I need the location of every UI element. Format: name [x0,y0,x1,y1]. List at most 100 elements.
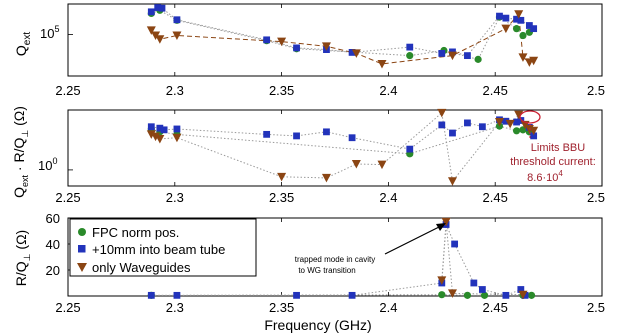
top-marker-only-waveguides [321,42,331,51]
middle-y-axis-label-rq: · R/Q [11,138,27,175]
bottom-y-tick-label: 20 [46,263,60,278]
middle-y-tick-exp: 0 [52,156,57,166]
bottom-y-tick-labels: 60 40 20 [46,211,60,278]
middle-marker-only-waveguides [514,110,524,120]
middle-series-markers [146,108,539,186]
middle-marker-fpc-norm-pos [512,127,521,135]
bbu-highlight-ellipse [519,110,541,124]
top-marker-only-waveguides [518,53,528,62]
bottom-marker-10mm-into-beam-tube [147,291,155,299]
middle-marker-only-waveguides [321,173,331,183]
top-marker-only-waveguides [146,26,156,35]
top-x-tick-label: 2.25 [55,83,80,98]
top-marker-10mm-into-beam-tube [496,12,503,20]
x-axis-label: Frequency (GHz) [264,317,371,333]
legend-marker-beam-tube [78,245,86,253]
middle-marker-only-waveguides [437,108,447,118]
bottom-marker-fpc-norm-pos [463,291,472,299]
top-y-axis-label: Qext [13,32,33,56]
top-marker-10mm-into-beam-tube [348,49,356,56]
middle-marker-10mm-into-beam-tube [263,130,271,138]
legend-label-beam-tube: +10mm into beam tube [92,242,225,257]
middle-marker-10mm-into-beam-tube [449,129,456,137]
middle-marker-only-waveguides [377,160,387,170]
top-y-tick-base: 10 [40,26,54,41]
bottom-marker-10mm-into-beam-tube [478,286,486,293]
top-marker-10mm-into-beam-tube [158,4,166,12]
bbu-note-line-1: Limits BBU [531,142,585,154]
middle-marker-10mm-into-beam-tube [513,118,520,126]
middle-x-tick-label: 2.3 [166,190,184,205]
middle-marker-10mm-into-beam-tube [348,134,356,142]
bottom-series-line-only-waveguides [441,221,524,296]
top-marker-only-waveguides [514,10,524,19]
top-marker-10mm-into-beam-tube [513,15,520,23]
middle-marker-10mm-into-beam-tube [517,117,525,124]
top-series-line-fpc-norm-pos [151,9,530,60]
bottom-marker-10mm-into-beam-tube [173,291,181,299]
middle-marker-only-waveguides [505,119,515,129]
middle-x-tick-labels: 2.25 2.3 2.35 2.4 2.45 2.5 [55,190,605,205]
middle-marker-10mm-into-beam-tube [173,125,181,133]
bottom-series-markers [147,217,536,300]
top-plot-frame [67,3,603,77]
bottom-marker-10mm-into-beam-tube [517,286,525,293]
middle-marker-only-waveguides [351,160,361,169]
middle-marker-10mm-into-beam-tube [147,123,155,131]
top-series-line-10mm-into-beam-tube [151,7,534,57]
bottom-y-axis-label-sub: ⊥ [22,253,32,261]
middle-x-tick-label: 2.25 [55,190,80,205]
bottom-marker-only-waveguides [441,217,451,227]
middle-series-line-only-waveguides [151,111,534,183]
top-x-tick-labels: 2.25 2.3 2.35 2.4 2.45 2.5 [55,83,605,98]
middle-marker-only-waveguides [155,135,165,144]
middle-y-tick-base: 10 [38,158,52,173]
middle-y-axis-label-unit: (Ω) [11,106,27,130]
top-y-tick-label: 105 [40,24,59,41]
trapped-arrow-line [384,225,442,255]
top-marker-10mm-into-beam-tube [154,4,162,11]
bottom-marker-10mm-into-beam-tube [502,291,510,299]
middle-y-axis-label-q-sub: ext [20,174,30,187]
bottom-marker-10mm-into-beam-tube [451,240,459,248]
middle-marker-10mm-into-beam-tube [438,121,446,129]
bottom-x-tick-label: 2.35 [269,300,294,315]
bottom-x-tick-label: 2.5 [587,300,605,315]
middle-x-tick-label: 2.5 [587,190,605,205]
middle-x-tick-label: 2.45 [483,190,508,205]
top-marker-only-waveguides [277,37,287,47]
bottom-x-tick-label: 2.4 [379,300,397,315]
bottom-marker-10mm-into-beam-tube [521,291,529,299]
middle-marker-only-waveguides [447,177,457,186]
middle-marker-10mm-into-beam-tube [293,132,300,140]
middle-marker-only-waveguides [494,118,504,127]
top-marker-only-waveguides [447,51,457,61]
top-panel: 2.25 2.3 2.35 2.4 2.45 2.5 105 Qext [13,3,605,98]
bottom-y-tick-label: 40 [46,237,60,252]
top-marker-fpc-norm-pos [519,31,527,40]
top-marker-only-waveguides [155,35,165,44]
bottom-marker-fpc-norm-pos [480,291,489,299]
legend: FPC norm pos. +10mm into beam tube only … [69,218,257,277]
bottom-plot-frame [67,217,603,297]
bbu-note-exp: 4 [558,169,563,178]
middle-panel: 2.25 2.3 2.35 2.4 2.45 2.5 100 Qext · R/… [11,106,605,205]
bottom-x-tick-label: 2.25 [55,300,80,315]
middle-marker-10mm-into-beam-tube [464,119,471,127]
middle-x-tick-label: 2.4 [379,190,397,205]
trapped-arrow-head [436,223,446,231]
top-y-axis-label-main: Q [13,45,29,56]
legend-label-fpc: FPC norm pos. [92,225,179,240]
middle-marker-10mm-into-beam-tube [530,132,538,140]
middle-marker-10mm-into-beam-tube [406,145,414,153]
top-marker-10mm-into-beam-tube [293,44,300,52]
top-x-tick-label: 2.45 [483,83,508,98]
middle-marker-10mm-into-beam-tube [156,124,164,132]
top-marker-10mm-into-beam-tube [147,8,155,16]
middle-series-line-10mm-into-beam-tube [151,119,535,150]
top-marker-10mm-into-beam-tube [525,22,533,29]
bottom-x-tick-labels: 2.25 2.3 2.35 2.4 2.45 2.5 [55,300,605,315]
trapped-note-line-2: to WG transition [298,266,355,275]
top-marker-10mm-into-beam-tube [406,43,414,51]
